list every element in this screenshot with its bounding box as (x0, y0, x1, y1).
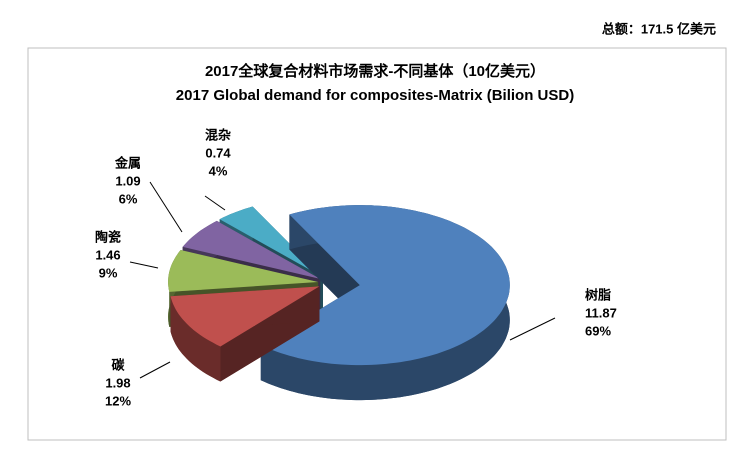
value-label: 11.87 (585, 305, 617, 320)
category-label: 金属 (114, 155, 141, 170)
leader-line (139, 361, 171, 379)
slice (260, 205, 510, 366)
category-label: 树脂 (585, 287, 611, 302)
value-label: 1.46 (95, 247, 120, 262)
slice (182, 220, 321, 279)
percent-label: 6% (119, 191, 138, 206)
slice (219, 206, 323, 278)
leader-line (509, 317, 556, 341)
category-label: 陶瓷 (95, 229, 121, 244)
slice (170, 286, 320, 347)
percent-label: 12% (105, 393, 131, 408)
percent-label: 4% (209, 163, 228, 178)
category-label: 碳 (111, 357, 125, 372)
leader-line (149, 181, 183, 233)
percent-label: 9% (99, 265, 118, 280)
value-label: 1.09 (115, 173, 140, 188)
percent-label: 69% (585, 323, 611, 338)
leader-line (129, 261, 159, 269)
slice-side (170, 296, 221, 382)
category-label: 混杂 (205, 127, 231, 142)
leader-line (204, 195, 226, 211)
value-label: 1.98 (105, 375, 130, 390)
chart-title: 2017全球复合材料市场需求-不同基体（10亿美元） (205, 62, 545, 80)
value-label: 0.74 (205, 145, 231, 160)
chart-subtitle: 2017 Global demand for composites-Matrix… (176, 87, 574, 104)
total-label: 总额：171.5 亿美元 (602, 21, 716, 36)
slice (168, 250, 319, 292)
